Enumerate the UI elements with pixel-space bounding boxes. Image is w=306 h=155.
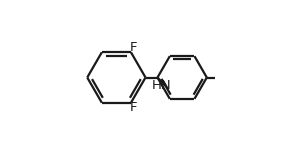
Text: F: F bbox=[130, 101, 137, 114]
Text: HN: HN bbox=[152, 79, 172, 92]
Text: F: F bbox=[130, 41, 137, 54]
